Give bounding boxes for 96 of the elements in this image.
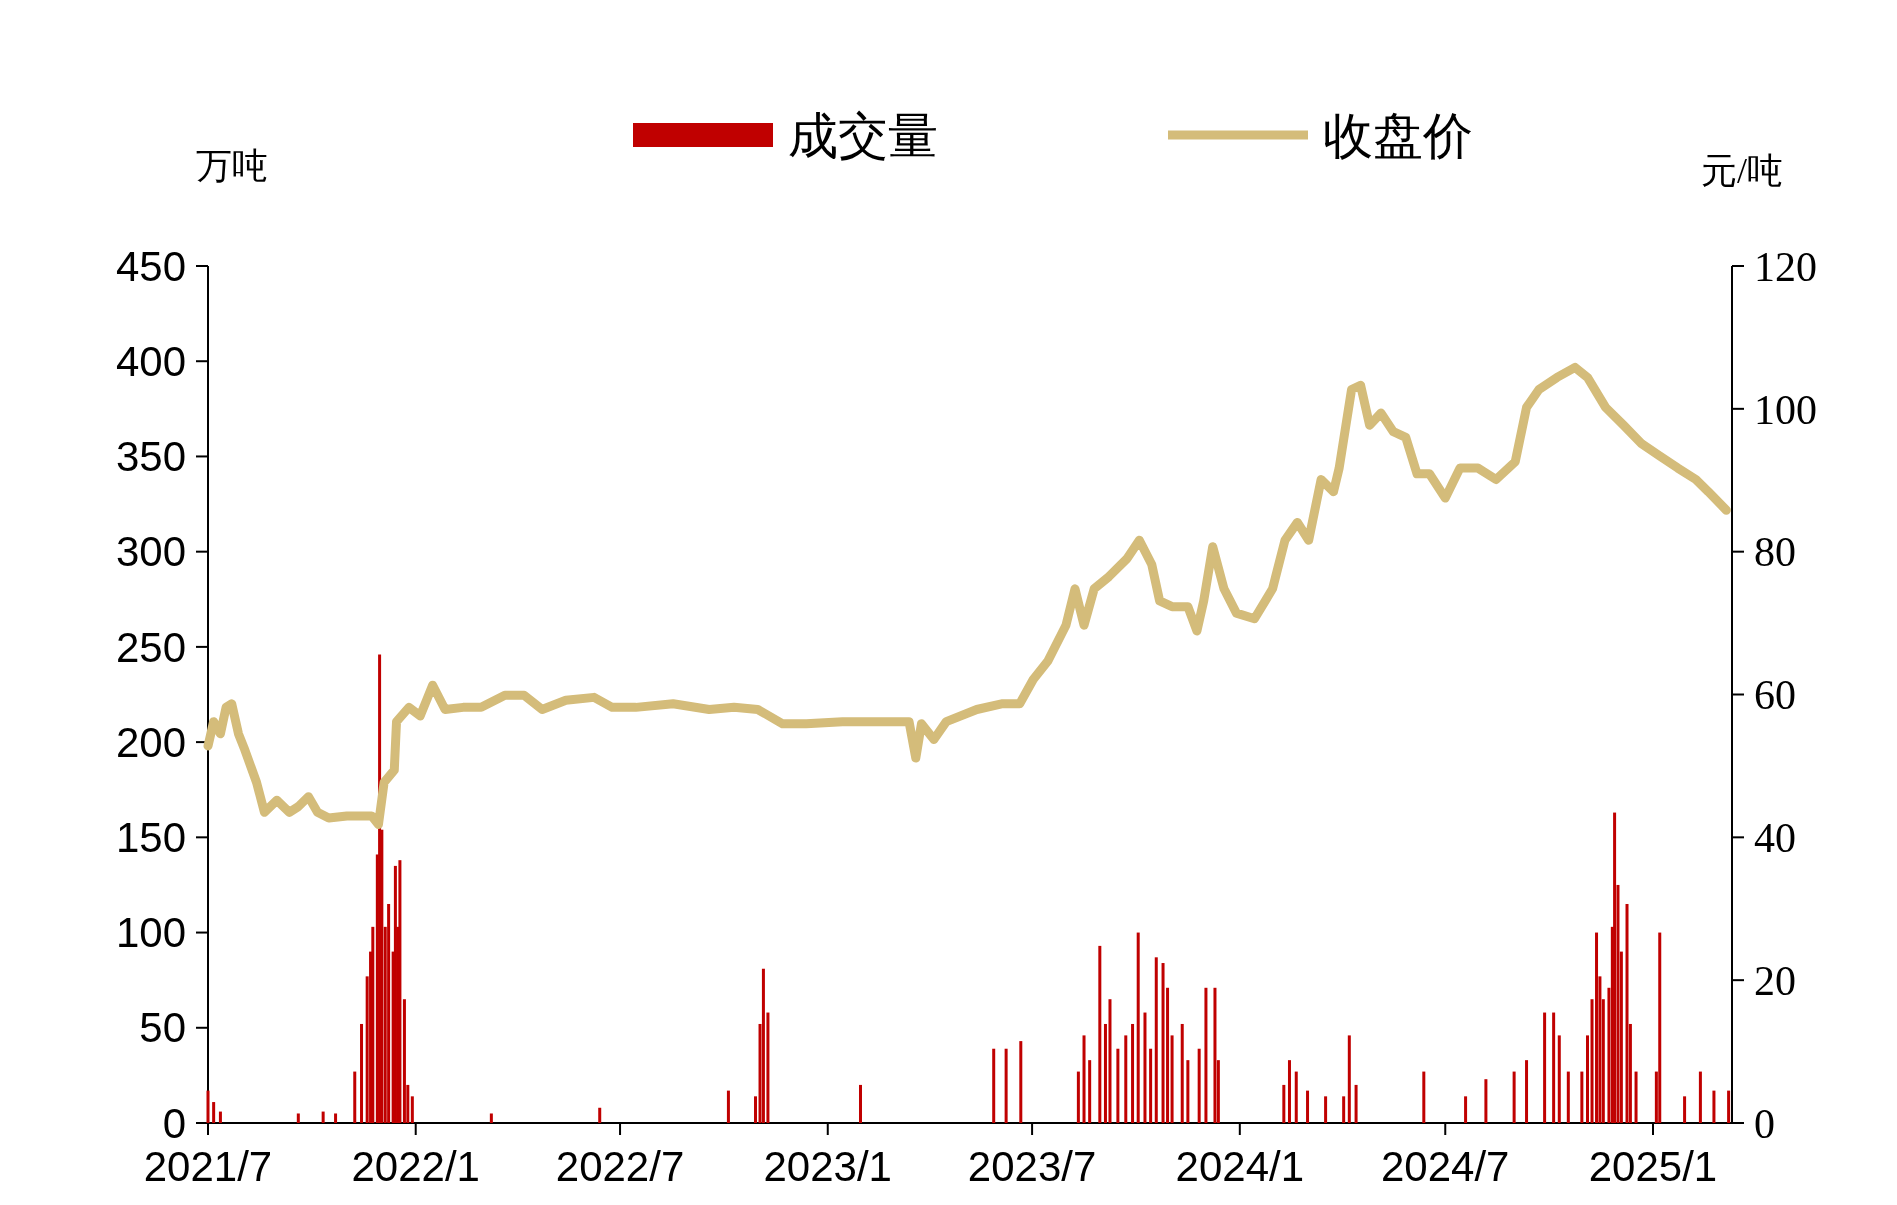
bar <box>1658 932 1662 1123</box>
bar <box>1324 1096 1328 1123</box>
bar <box>1634 1071 1638 1123</box>
legend-label: 收盘价 <box>1323 107 1473 164</box>
y2-tick-label: 120 <box>1754 243 1817 290</box>
y2-tick-label: 40 <box>1754 815 1796 862</box>
bar <box>754 1096 758 1123</box>
bar <box>1170 1035 1174 1123</box>
bar <box>1213 987 1217 1123</box>
bar <box>1595 932 1599 1123</box>
bar <box>1082 1035 1086 1123</box>
bar <box>398 860 402 1123</box>
bar <box>1143 1012 1147 1123</box>
y2-tick-label: 60 <box>1754 672 1796 719</box>
legend-label: 成交量 <box>788 107 938 164</box>
y-tick-label: 350 <box>115 433 186 481</box>
x-tick-label: 2024/7 <box>1381 1143 1510 1190</box>
bar <box>1625 903 1629 1123</box>
bar <box>1186 1060 1190 1123</box>
bar <box>212 1102 216 1123</box>
bar <box>321 1111 325 1123</box>
bar <box>1306 1090 1310 1123</box>
y-tick-label: 100 <box>115 909 186 957</box>
bar <box>1124 1035 1128 1123</box>
bar <box>1154 957 1158 1123</box>
bar <box>371 926 375 1123</box>
bar <box>1149 1048 1153 1123</box>
x-tick-label: 2024/1 <box>1175 1143 1305 1190</box>
y2-tick-label: 100 <box>1754 386 1817 433</box>
bar <box>1116 1048 1120 1123</box>
bar <box>1727 1090 1731 1123</box>
bar <box>1098 945 1102 1123</box>
y-tick-label: 50 <box>139 1004 186 1052</box>
y-tick-label: 200 <box>115 718 186 766</box>
bar <box>1552 1012 1556 1123</box>
bar <box>859 1084 862 1123</box>
bar <box>1161 963 1165 1123</box>
bar <box>1354 1084 1358 1123</box>
bar <box>218 1111 222 1123</box>
bar <box>761 968 765 1123</box>
bar <box>1019 1041 1023 1123</box>
y2-tick-label: 20 <box>1754 957 1796 1004</box>
bar <box>1613 812 1617 1123</box>
bar <box>1136 932 1140 1123</box>
bar <box>1557 1035 1561 1123</box>
bar <box>1180 1023 1184 1123</box>
bar <box>1294 1071 1298 1123</box>
bar <box>1287 1060 1291 1123</box>
y-tick-label: 400 <box>115 337 186 385</box>
bar <box>1108 999 1112 1123</box>
bar <box>1683 1096 1687 1123</box>
bar <box>1131 1023 1135 1123</box>
bar <box>296 1113 300 1123</box>
bar <box>1422 1071 1426 1123</box>
bar <box>726 1090 730 1123</box>
bar <box>206 1090 210 1123</box>
y-tick-label: 150 <box>115 814 186 862</box>
bar <box>1197 1048 1201 1123</box>
bar <box>1698 1071 1702 1123</box>
x-tick-label: 2022/7 <box>555 1143 685 1190</box>
x-tick-label: 2023/7 <box>967 1143 1097 1190</box>
bar <box>1347 1035 1351 1123</box>
bar <box>410 1096 414 1123</box>
bar <box>992 1048 996 1123</box>
bar <box>1484 1079 1488 1123</box>
bar <box>1076 1071 1080 1123</box>
bar <box>1004 1048 1008 1123</box>
bar <box>387 903 391 1123</box>
x-tick-label: 2023/1 <box>763 1143 892 1190</box>
bar <box>353 1071 357 1123</box>
bar <box>598 1107 602 1123</box>
bar <box>1586 1035 1589 1123</box>
bar <box>489 1113 493 1123</box>
bar <box>1088 1060 1092 1123</box>
x-tick-label: 2025/1 <box>1588 1143 1718 1190</box>
y-tick-label: 250 <box>115 623 186 671</box>
y-tick-label: 300 <box>115 528 186 576</box>
bar <box>1464 1096 1468 1123</box>
y2-tick-label: 0 <box>1754 1100 1775 1147</box>
bar <box>1512 1071 1516 1123</box>
bar <box>1543 1012 1547 1123</box>
bar <box>360 1023 364 1123</box>
y2-axis-title: 元/吨 <box>1700 151 1783 191</box>
y-tick-label: 450 <box>115 242 186 290</box>
y2-tick-label: 80 <box>1754 529 1796 576</box>
bar <box>1580 1071 1584 1123</box>
bar <box>402 999 406 1123</box>
bar <box>1712 1090 1716 1123</box>
bar <box>1525 1060 1529 1123</box>
bar <box>1566 1071 1570 1123</box>
bar <box>1282 1084 1286 1123</box>
x-tick-label: 2022/1 <box>351 1143 480 1190</box>
bar <box>1342 1096 1346 1123</box>
bar <box>334 1113 338 1123</box>
bar <box>1204 987 1208 1123</box>
y-axis-title: 万吨 <box>196 146 268 186</box>
